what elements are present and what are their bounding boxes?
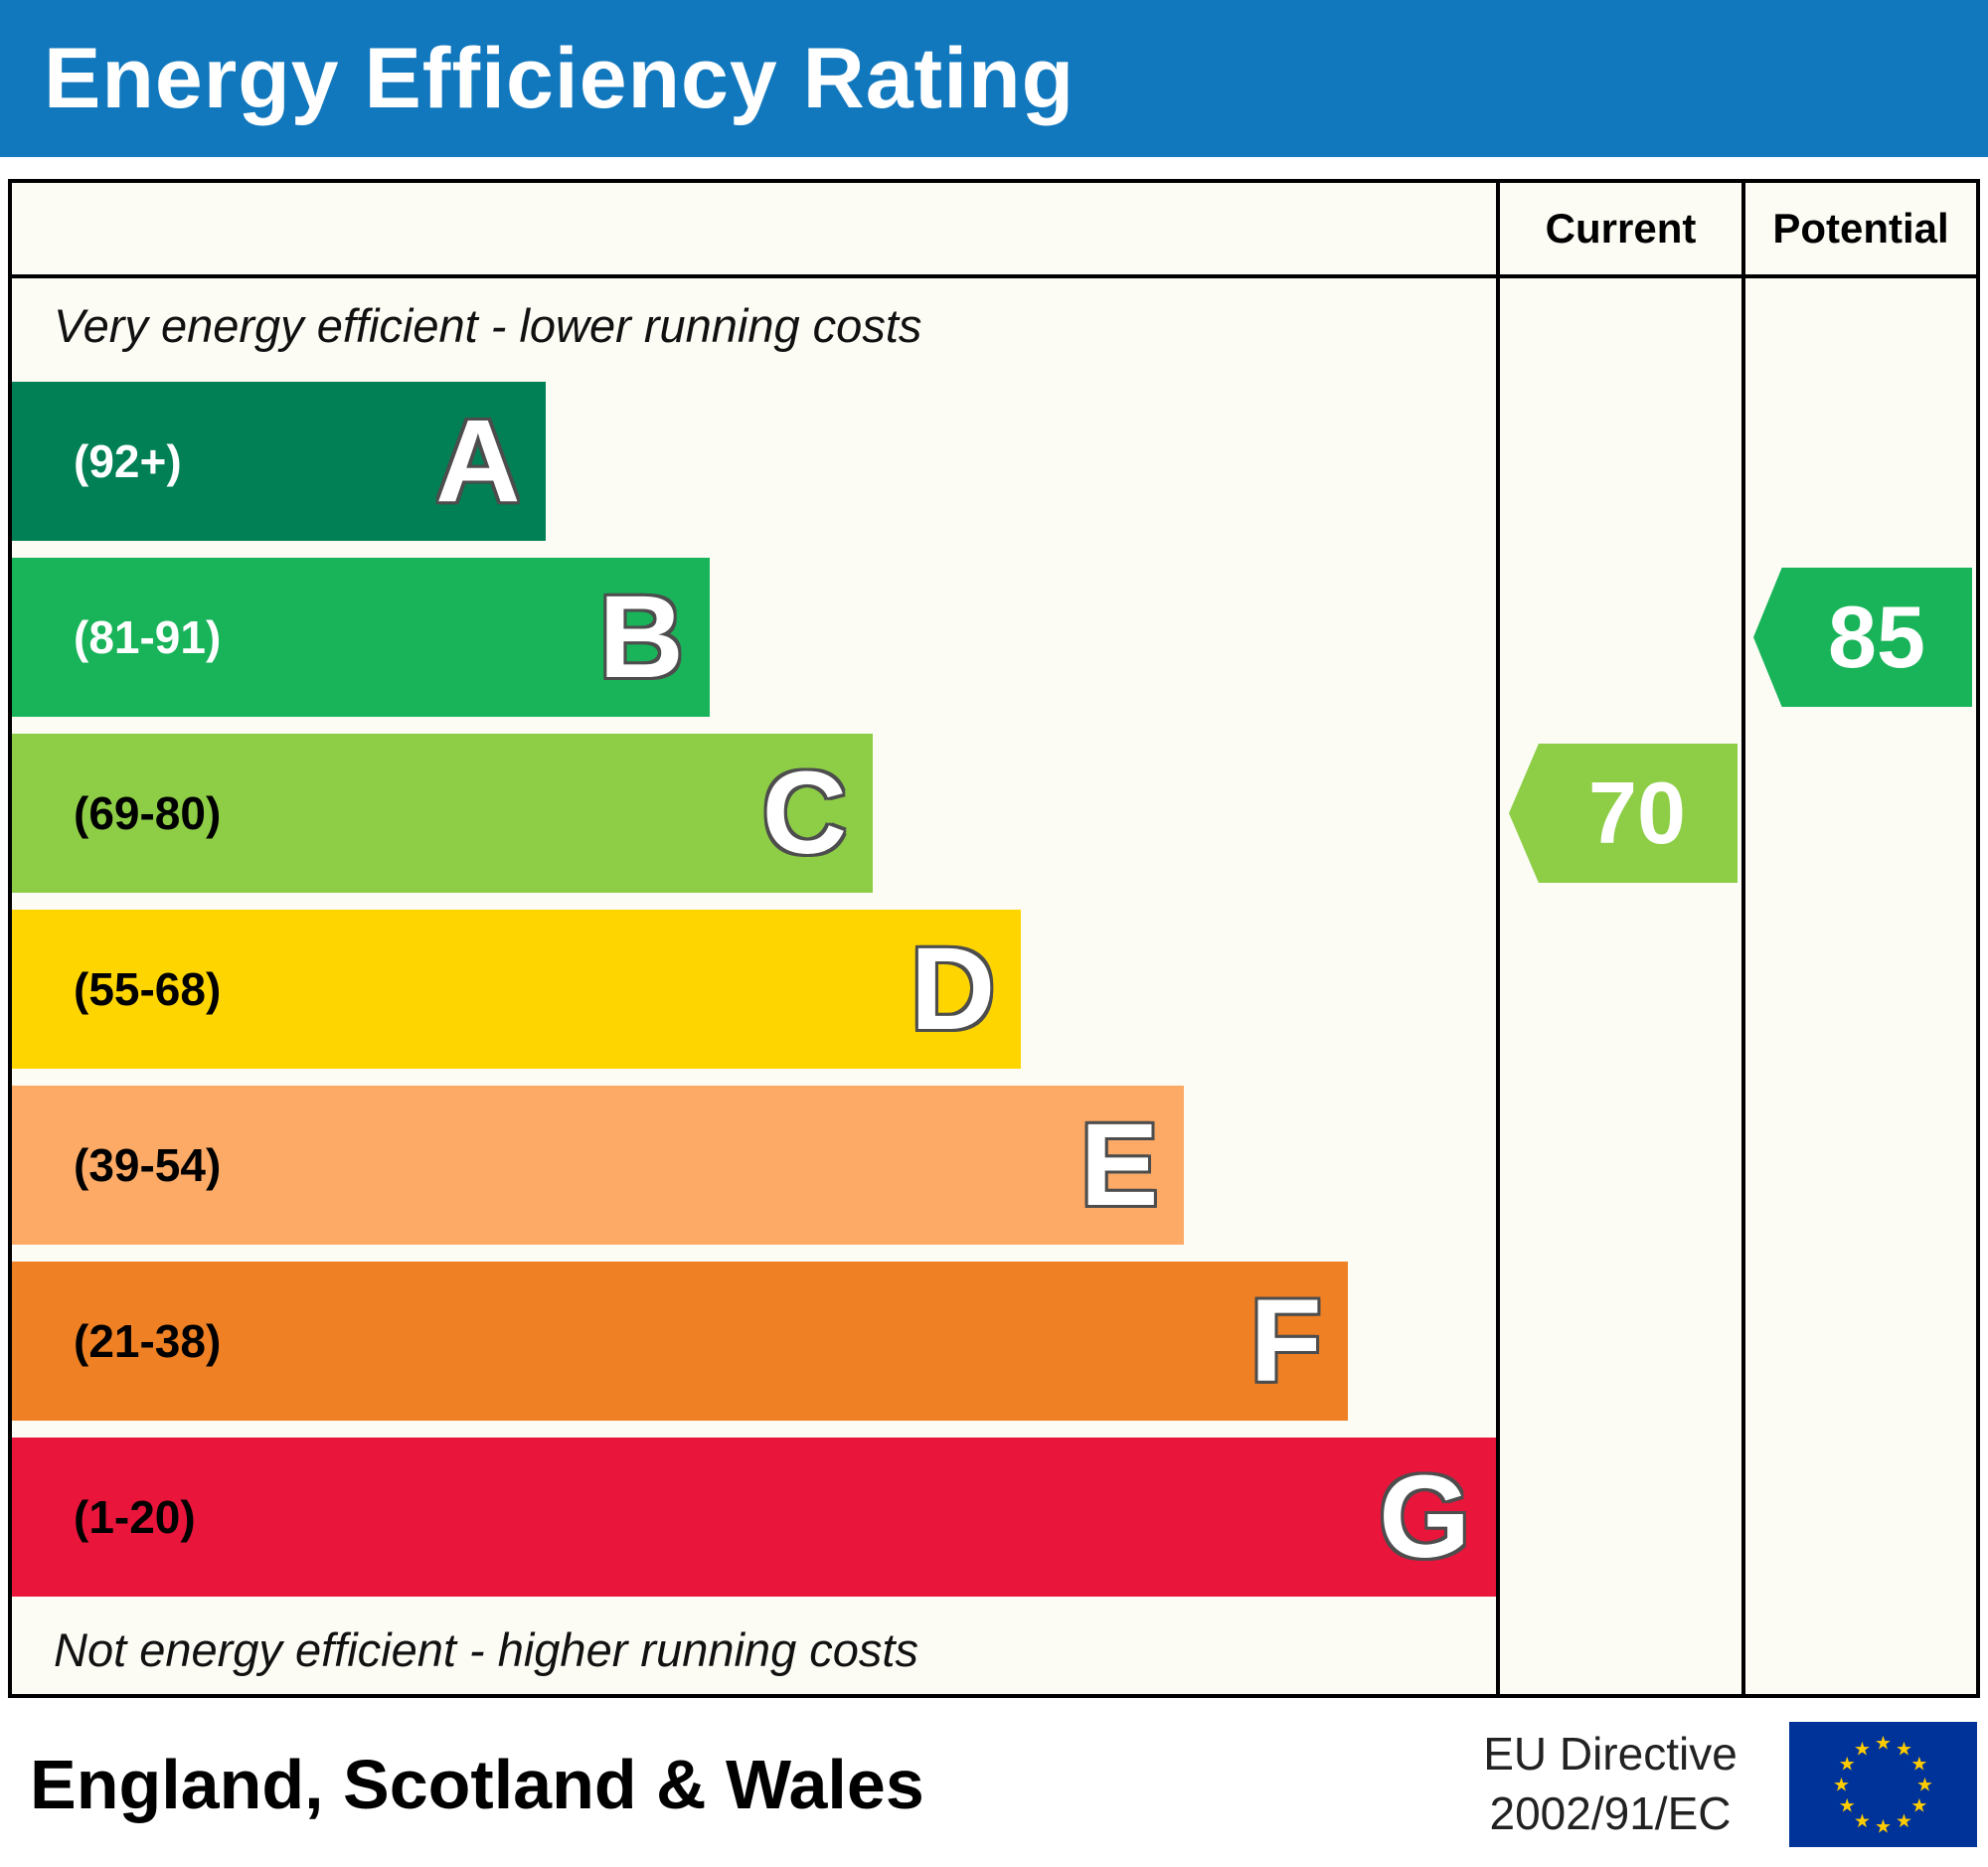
eu-directive-line1: EU Directive	[1483, 1728, 1738, 1781]
band-range-label: (55-68)	[74, 963, 222, 1015]
band-range-label: (69-80)	[74, 787, 222, 839]
current-rating-arrow: 70	[1509, 744, 1738, 883]
svg-text:★: ★	[1896, 1810, 1912, 1832]
header-row-divider	[12, 274, 1976, 278]
band-range-label: (92+)	[74, 435, 182, 487]
rating-table: Current Potential Very energy efficient …	[8, 179, 1980, 1698]
band-letter: F	[1249, 1275, 1322, 1407]
band-row: (39-54) E	[12, 1086, 1185, 1245]
svg-text:★: ★	[1910, 1754, 1927, 1776]
band-row: (21-38) F	[12, 1262, 1348, 1421]
band-range-label: (39-54)	[74, 1139, 222, 1191]
band-letter: A	[435, 396, 521, 527]
svg-text:★: ★	[1875, 1816, 1892, 1838]
band-row: (55-68) D	[12, 910, 1022, 1069]
footer: England, Scotland & Wales EU Directive 2…	[0, 1702, 1988, 1867]
svg-text:★: ★	[1833, 1775, 1850, 1796]
eu-flag-icon: ★ ★ ★ ★ ★ ★ ★ ★ ★ ★ ★ ★	[1789, 1722, 1977, 1852]
potential-column-header: Potential	[1772, 205, 1949, 252]
svg-text:★: ★	[1854, 1738, 1871, 1760]
region-label: England, Scotland & Wales	[30, 1746, 924, 1823]
band-letter: C	[761, 748, 847, 879]
band-letter: B	[598, 572, 684, 703]
band-letter: D	[911, 924, 996, 1055]
svg-text:★: ★	[1839, 1754, 1856, 1776]
svg-text:★: ★	[1854, 1810, 1871, 1832]
current-column-header: Current	[1545, 205, 1697, 252]
top-note: Very energy efficient - lower running co…	[54, 299, 922, 352]
band-letter: G	[1379, 1451, 1470, 1583]
page-title: Energy Efficiency Rating	[44, 30, 1076, 126]
eu-directive-line2: 2002/91/EC	[1489, 1787, 1732, 1839]
svg-text:★: ★	[1896, 1738, 1912, 1760]
svg-text:★: ★	[1875, 1733, 1892, 1755]
eu-directive-label: EU Directive 2002/91/EC	[1446, 1725, 1774, 1844]
potential-rating-arrow: 85	[1753, 568, 1972, 707]
band-list: (92+) A (81-91) B (69-80) C (55-68) D (3…	[12, 382, 1496, 1613]
band-row: (81-91) B	[12, 558, 710, 717]
potential-column-divider	[1741, 183, 1745, 1694]
band-range-label: (21-38)	[74, 1315, 222, 1367]
band-row: (69-80) C	[12, 734, 873, 893]
band-letter: E	[1079, 1100, 1159, 1231]
svg-text:★: ★	[1916, 1775, 1933, 1796]
svg-text:★: ★	[1910, 1795, 1927, 1817]
band-range-label: (1-20)	[74, 1491, 196, 1543]
bottom-note: Not energy efficient - higher running co…	[54, 1623, 918, 1676]
header-banner: Energy Efficiency Rating	[0, 0, 1988, 157]
current-column-divider	[1496, 183, 1500, 1694]
band-range-label: (81-91)	[74, 611, 222, 663]
band-row: (92+) A	[12, 382, 547, 541]
band-row: (1-20) G	[12, 1438, 1496, 1597]
svg-text:★: ★	[1839, 1795, 1856, 1817]
